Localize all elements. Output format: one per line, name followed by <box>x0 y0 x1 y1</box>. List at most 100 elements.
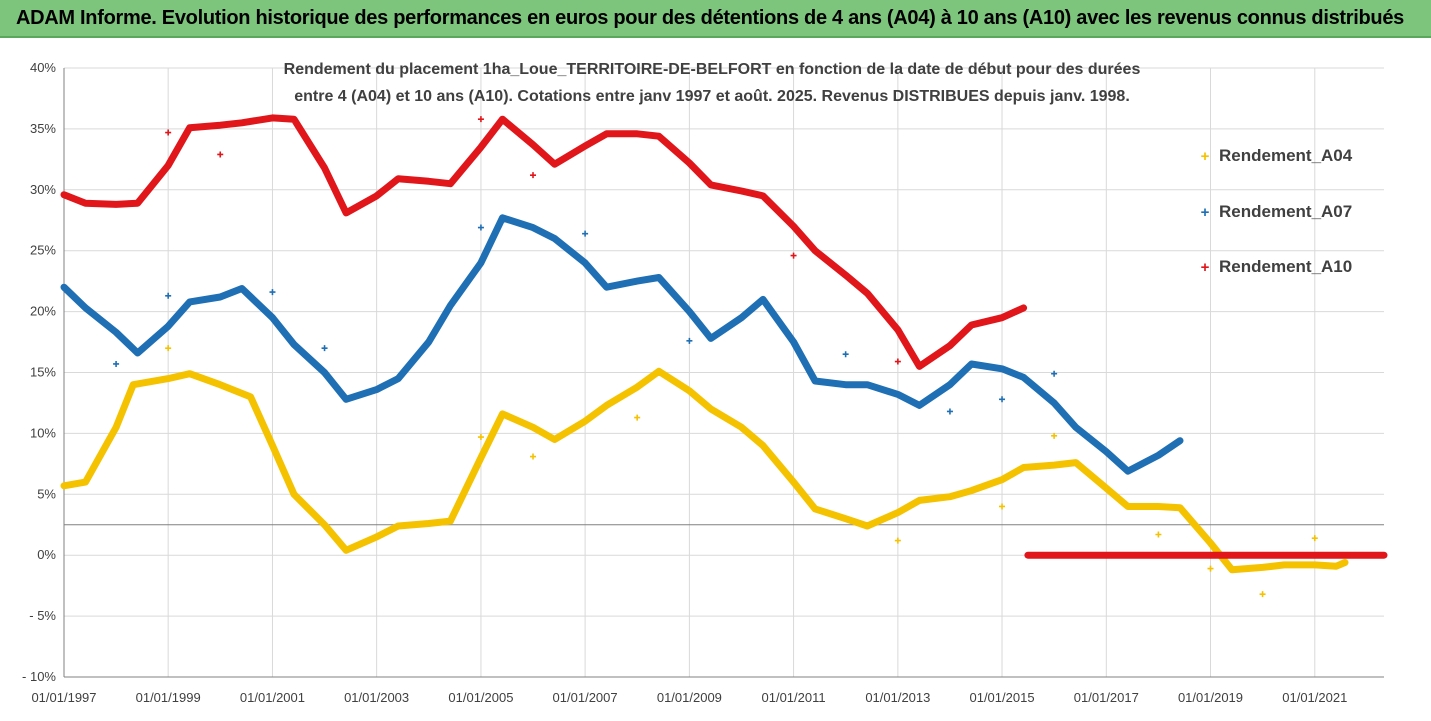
rendement-a07-point <box>946 408 953 415</box>
rendement-a10-zero-point <box>1160 552 1167 559</box>
rendement-a04-point <box>1155 531 1162 538</box>
rendement-a04-point <box>477 434 484 441</box>
rendement-a10-zero-point <box>1192 552 1199 559</box>
rendement-a10-zero-point <box>1208 552 1215 559</box>
x-tick-label: 01/01/2013 <box>865 690 930 705</box>
legend-marker-a04: + <box>1201 148 1210 165</box>
legend-marker-a07: + <box>1201 204 1210 221</box>
rendement-a10-zero-point <box>1256 552 1263 559</box>
rendement-a10-zero-point <box>1240 552 1247 559</box>
y-tick-label: 20% <box>30 304 56 319</box>
rendement-a10-zero-point <box>1288 552 1295 559</box>
rendement-a10-zero-point <box>1104 552 1111 559</box>
legend-label-a04: Rendement_A04 <box>1219 146 1353 165</box>
rendement-a10-zero-point <box>1072 552 1079 559</box>
rendement-a10-zero-point <box>1200 552 1207 559</box>
rendement-a10-point <box>790 252 797 259</box>
y-tick-label: 30% <box>30 182 56 197</box>
rendement-a10-zero-point <box>1152 552 1159 559</box>
x-tick-label: 01/01/2009 <box>657 690 722 705</box>
rendement-a04-point <box>530 453 537 460</box>
y-tick-label: 35% <box>30 121 56 136</box>
rendement-a10-zero-point <box>1368 552 1375 559</box>
rendement-a07-point <box>269 289 276 296</box>
legend-item-a07: + Rendement_A07 <box>1201 202 1353 221</box>
x-tick-label: 01/01/2015 <box>969 690 1034 705</box>
y-tick-label: 40% <box>30 60 56 75</box>
rendement-a10-zero-point <box>1096 552 1103 559</box>
rendement-a10-zero-point <box>1248 552 1255 559</box>
rendement-a10-zero-point <box>1048 552 1055 559</box>
y-tick-label: - 5% <box>29 608 56 623</box>
chart-background <box>0 40 1431 721</box>
rendement-a10-zero-point <box>1264 552 1271 559</box>
rendement-a10-zero-point <box>1080 552 1087 559</box>
rendement-a10-zero-point <box>1064 552 1071 559</box>
x-tick-label: 01/01/2011 <box>762 690 826 705</box>
rendement-a10-point <box>894 358 901 365</box>
rendement-a10-zero-point <box>1032 552 1039 559</box>
legend-marker-a10: + <box>1201 259 1210 276</box>
rendement-a07-line <box>60 214 1184 475</box>
rendement-a10-zero-point <box>1272 552 1279 559</box>
rendement-a10-zero-point <box>1344 552 1351 559</box>
x-tick-label: 01/01/2017 <box>1074 690 1139 705</box>
y-tick-label: 10% <box>30 425 56 440</box>
rendement-a10-zero-point <box>1216 552 1223 559</box>
rendement-a04-point <box>1311 535 1318 542</box>
rendement-a10-zero-point <box>1056 552 1063 559</box>
y-tick-label: 15% <box>30 365 56 380</box>
x-tick-label: 01/01/2021 <box>1282 690 1347 705</box>
rendement-a07-point <box>113 360 120 367</box>
rendement-a10-zero-point <box>1352 552 1359 559</box>
rendement-a10-zero-point <box>1128 552 1135 559</box>
rendement-a04-point <box>999 503 1006 510</box>
rendement-a07-point <box>477 224 484 231</box>
y-tick-label: 5% <box>37 486 56 501</box>
x-tick-label: 01/01/1999 <box>136 690 201 705</box>
legend-item-a04: + Rendement_A04 <box>1201 146 1353 165</box>
chart: - 10% - 5% 0% 5% 10% 15% 20% 25% 30% 35% 40% 01/01/… <box>0 40 1431 721</box>
rendement-a04-line <box>60 367 1349 574</box>
rendement-a10-zero-point <box>1376 552 1383 559</box>
chart-title: Rendement du placement 1ha_Loue_TERRITOI… <box>284 61 1141 105</box>
x-tick-label: 01/01/2019 <box>1178 690 1243 705</box>
rendement-a10-zero-point <box>1024 552 1031 559</box>
title-banner: ADAM Informe. Evolution historique des p… <box>0 0 1431 38</box>
y-tick-label: 25% <box>30 243 56 258</box>
rendement-a07-point <box>165 292 172 299</box>
rendement-a10-zero-point <box>1320 552 1327 559</box>
rendement-a10-zero-point <box>1040 552 1047 559</box>
rendement-a10-zero-point <box>1168 552 1175 559</box>
rendement-a10-zero-point <box>1224 552 1231 559</box>
rendement-a10-zero-point <box>1232 552 1239 559</box>
rendement-a10-zero-point <box>1312 552 1319 559</box>
rendement-a10-zero-point <box>1304 552 1311 559</box>
rendement-a04-point <box>634 414 641 421</box>
rendement-a10-line <box>60 114 1028 370</box>
rendement-a07-point <box>321 345 328 352</box>
rendement-a10-zero-point <box>1296 552 1303 559</box>
rendement-a10-zero-point <box>1184 552 1191 559</box>
rendement-a10-zero-point <box>1112 552 1119 559</box>
y-tick-label: - 10% <box>22 669 56 684</box>
rendement-a10-zero-point <box>1336 552 1343 559</box>
x-tick-label: 01/01/2007 <box>553 690 618 705</box>
grid-lines <box>63 67 1384 678</box>
x-tick-label: 01/01/1997 <box>31 690 96 705</box>
rendement-a10-zero-point <box>1088 552 1095 559</box>
rendement-a07-point <box>1051 370 1058 377</box>
rendement-a10-zero-point <box>1176 552 1183 559</box>
rendement-a04-point <box>1051 432 1058 439</box>
chart-title-line-2: entre 4 (A04) et 10 ans (A10). Cotations… <box>294 88 1130 105</box>
banner-title: ADAM Informe. Evolution historique des p… <box>16 6 1404 29</box>
rendement-a10-zero-point <box>1360 552 1367 559</box>
axes: - 10% - 5% 0% 5% 10% 15% 20% 25% 30% 35% 40% 01/01/… <box>22 60 1384 705</box>
rendement-a07-point <box>582 230 589 237</box>
rendement-a10-point <box>217 151 224 158</box>
rendement-a10-point <box>530 172 537 179</box>
rendement-a07-point <box>842 351 849 358</box>
legend-item-a10: + Rendement_A10 <box>1201 257 1353 276</box>
data-series <box>60 114 1388 598</box>
rendement-a04-point <box>894 537 901 544</box>
